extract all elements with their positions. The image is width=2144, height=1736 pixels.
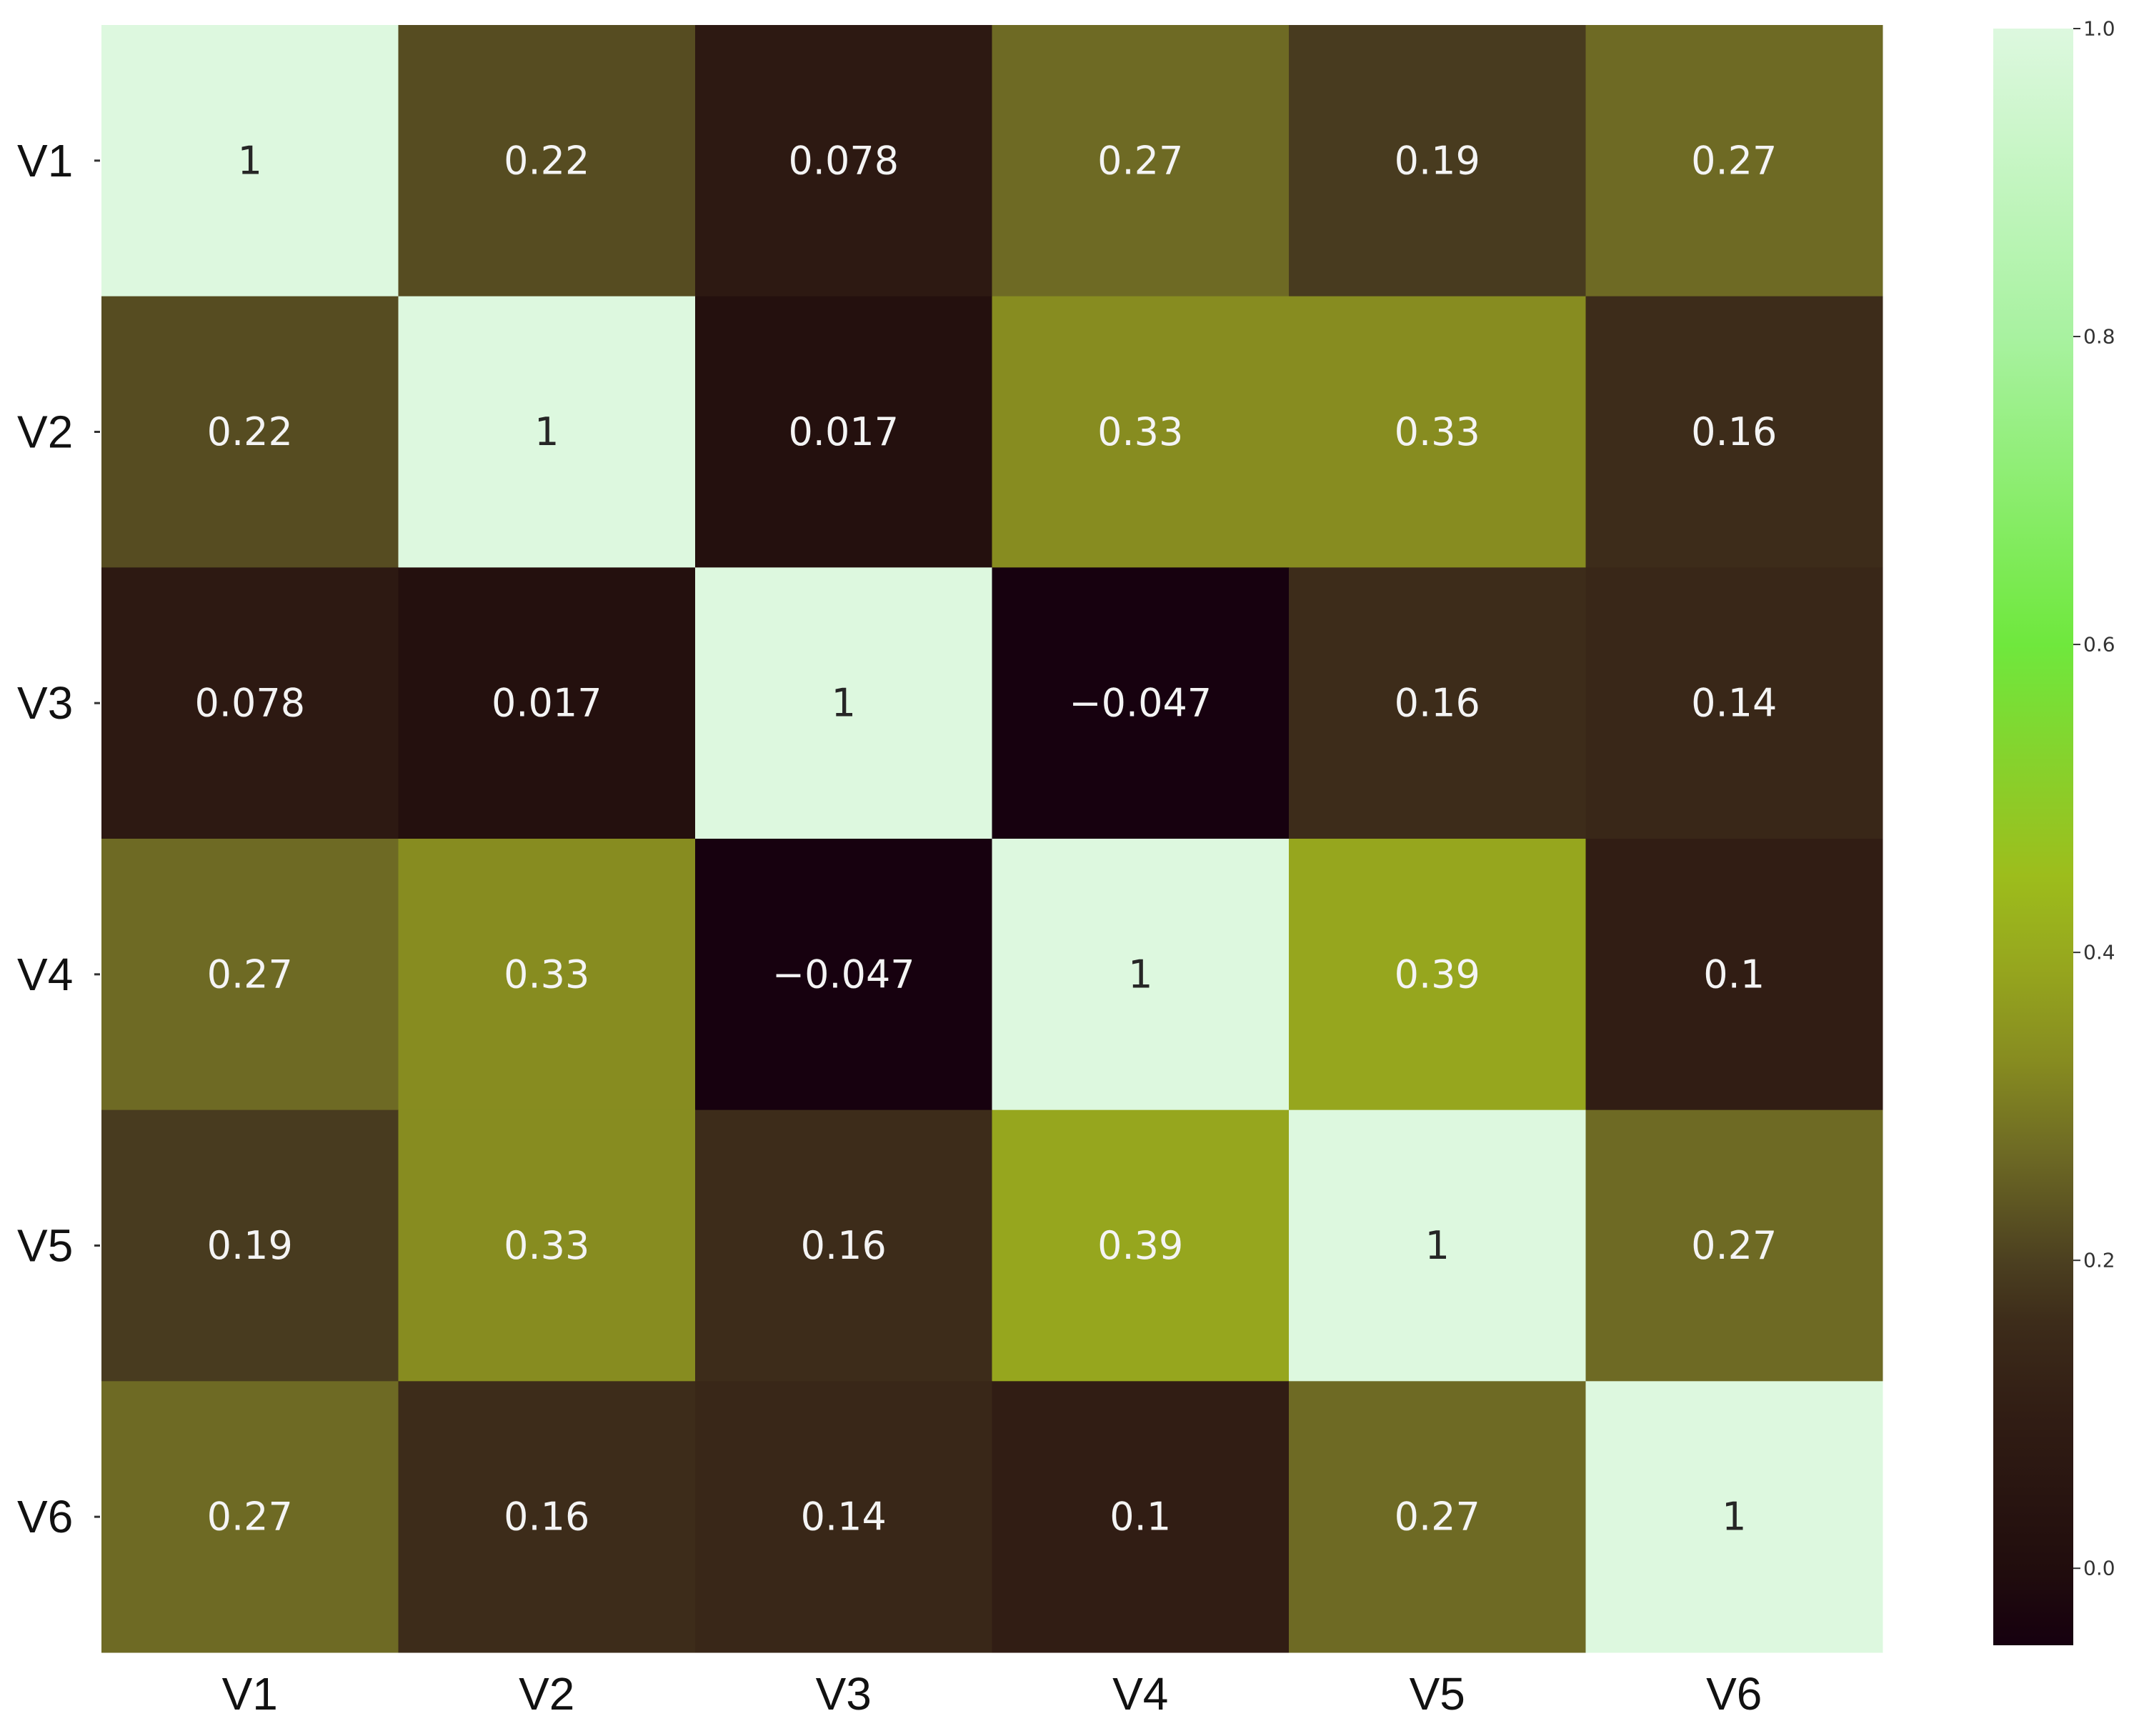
colorbar-tick-label: 0.8 (2083, 325, 2115, 349)
cell-value-label: 1 (238, 138, 262, 183)
cell-value-label: 0.22 (504, 138, 589, 183)
heatmap-cell-V5-V2 (398, 1109, 696, 1382)
heatmap-cell-V4-V3 (695, 839, 992, 1111)
x-axis: V1 V2 V3 V4 V5 V6 (222, 1668, 1762, 1720)
heatmap-cell-V2-V1 (101, 296, 399, 568)
heatmap-cell-labels: 1 0.22 0.078 0.27 0.19 0.27 0.22 1 0.017 0.33 0.33… (194, 138, 1777, 1539)
heatmap-cell-V5-V1 (101, 1109, 399, 1382)
cell-value-label: 0.27 (1691, 1223, 1777, 1268)
heatmap-cell-V1-V2 (398, 25, 696, 297)
cell-value-label: 1 (1722, 1495, 1746, 1540)
x-tick-label: V2 (519, 1668, 574, 1720)
y-tick-label: V6 (17, 1491, 73, 1542)
cell-value-label: 0.14 (801, 1495, 887, 1540)
cell-value-label: −0.047 (1069, 681, 1212, 726)
colorbar-tick-label: 1.0 (2083, 17, 2115, 41)
heatmap-cell-V6-V1 (101, 1381, 399, 1653)
colorbar-tick-label: 0.6 (2083, 633, 2115, 657)
heatmap-cell-V1-V6 (1585, 25, 1883, 297)
heatmap-cell-V6-V4 (992, 1381, 1290, 1653)
heatmap-cell-V1-V1 (101, 25, 399, 297)
heatmap-cell-V6-V6 (1585, 1381, 1883, 1653)
cell-value-label: 0.14 (1691, 681, 1777, 726)
cell-value-label: 0.19 (207, 1223, 293, 1268)
cell-value-label: 0.27 (1691, 138, 1777, 183)
x-tick-label: V1 (222, 1668, 278, 1720)
colorbar: 0.0 0.2 0.4 0.6 0.8 1.0 (1993, 17, 2115, 1645)
heatmap-cell-V3-V4 (992, 567, 1290, 839)
heatmap-cell-V6-V3 (695, 1381, 992, 1653)
cell-value-label: 1 (1128, 952, 1152, 997)
cell-value-label: 1 (1425, 1223, 1450, 1268)
y-tick-label: V5 (17, 1220, 73, 1272)
colorbar-tick-label: 0.2 (2083, 1249, 2115, 1272)
cell-value-label: 1 (534, 409, 559, 454)
heatmap-cell-V4-V1 (101, 839, 399, 1111)
y-tick-label: V4 (17, 949, 73, 1000)
cell-value-label: 0.27 (1097, 138, 1183, 183)
cell-value-label: 0.33 (1097, 409, 1183, 454)
heatmap-cell-V4-V4 (992, 839, 1290, 1111)
cell-value-label: 0.39 (1395, 952, 1480, 997)
x-tick-label: V6 (1706, 1668, 1762, 1720)
heatmap-cell-V3-V1 (101, 567, 399, 839)
heatmap-cell-V3-V5 (1289, 567, 1586, 839)
heatmap-cell-V5-V6 (1585, 1109, 1883, 1382)
x-tick-label: V4 (1112, 1668, 1168, 1720)
heatmap-cell-V2-V3 (695, 296, 992, 568)
cell-value-label: 0.16 (801, 1223, 887, 1268)
cell-value-label: 0.27 (1395, 1495, 1480, 1540)
cell-value-label: 0.078 (194, 681, 305, 726)
y-tick-label: V1 (17, 135, 73, 186)
y-axis: V1 V2 V3 V4 V5 V6 (17, 135, 100, 1542)
x-tick-label: V5 (1410, 1668, 1465, 1720)
cell-value-label: 0.16 (1395, 681, 1480, 726)
heatmap-cell-V1-V3 (695, 25, 992, 297)
heatmap-cell-V3-V6 (1585, 567, 1883, 839)
cell-value-label: 0.017 (492, 681, 602, 726)
heatmap-cell-V2-V6 (1585, 296, 1883, 568)
cell-value-label: 0.16 (504, 1495, 589, 1540)
colorbar-tick-label: 0.0 (2083, 1557, 2115, 1580)
heatmap-cell-V5-V4 (992, 1109, 1290, 1382)
cell-value-label: 0.22 (207, 409, 293, 454)
cell-value-label: 0.16 (1691, 409, 1777, 454)
cell-value-label: 0.078 (788, 138, 899, 183)
heatmap-cell-V2-V4 (992, 296, 1290, 568)
heatmap-cell-V6-V5 (1289, 1381, 1586, 1653)
cell-value-label: 0.33 (504, 1223, 589, 1268)
cell-value-label: 0.19 (1395, 138, 1480, 183)
heatmap-cell-V4-V5 (1289, 839, 1586, 1111)
heatmap-cell-V1-V5 (1289, 25, 1586, 297)
cell-value-label: 0.1 (1110, 1495, 1171, 1540)
heatmap-cell-V2-V5 (1289, 296, 1586, 568)
heatmap-cell-V2-V2 (398, 296, 696, 568)
colorbar-tick-label: 0.4 (2083, 941, 2115, 964)
heatmap-cell-V6-V2 (398, 1381, 696, 1653)
cell-value-label: 0.1 (1703, 952, 1765, 997)
heatmap-cell-V5-V5 (1289, 1109, 1586, 1382)
cell-value-label: 0.33 (504, 952, 589, 997)
heatmap-cell-V4-V2 (398, 839, 696, 1111)
y-tick-label: V2 (17, 406, 73, 458)
heatmap-cell-V4-V6 (1585, 839, 1883, 1111)
cell-value-label: −0.047 (772, 952, 915, 997)
colorbar-ticks: 0.0 0.2 0.4 0.6 0.8 1.0 (2073, 17, 2115, 1580)
cell-value-label: 0.27 (207, 952, 293, 997)
cell-value-label: 0.017 (788, 409, 899, 454)
heatmap-cells (101, 25, 1883, 1653)
heatmap-cell-V5-V3 (695, 1109, 992, 1382)
cell-value-label: 0.33 (1395, 409, 1480, 454)
cell-value-label: 1 (832, 681, 856, 726)
heatmap-cell-V3-V2 (398, 567, 696, 839)
cell-value-label: 0.39 (1097, 1223, 1183, 1268)
heatmap-cell-V1-V4 (992, 25, 1290, 297)
y-tick-label: V3 (17, 677, 73, 729)
heatmap-cell-V3-V3 (695, 567, 992, 839)
x-tick-label: V3 (816, 1668, 872, 1720)
cell-value-label: 0.27 (207, 1495, 293, 1540)
colorbar-gradient (1993, 29, 2073, 1645)
